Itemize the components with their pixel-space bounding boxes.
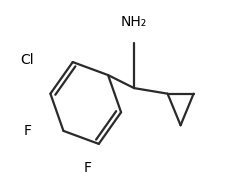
- Text: Cl: Cl: [20, 53, 34, 67]
- Text: F: F: [84, 161, 92, 175]
- Text: F: F: [24, 124, 32, 138]
- Text: NH₂: NH₂: [121, 15, 147, 29]
